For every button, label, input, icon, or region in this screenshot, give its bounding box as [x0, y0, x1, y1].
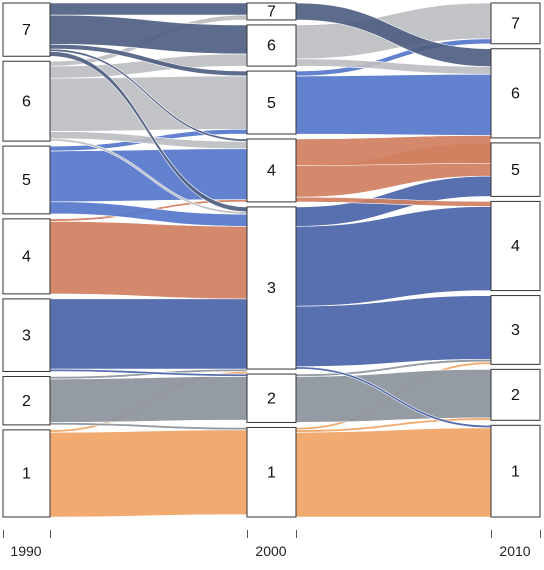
stratum-label-2010-4: 4 — [511, 238, 520, 255]
flow-2000-4-to-2010-6 — [295, 135, 492, 166]
stratum-2000-1: 1 — [246, 426, 297, 518]
stratum-box-2010-1 — [490, 424, 541, 518]
stratum-label-2010-5: 5 — [511, 162, 520, 179]
stratum-box-1990-2 — [2, 375, 51, 426]
stratum-2010-4: 4 — [490, 200, 541, 292]
strata-layer: 7 6 5 4 3 2 1 7 6 5 4 3 2 1 7 6 5 4 3 2 1 — [2, 2, 541, 518]
stratum-label-1990-5: 5 — [22, 172, 31, 189]
stratum-box-2010-3 — [490, 295, 541, 365]
stratum-label-2010-6: 6 — [511, 86, 520, 103]
stratum-box-1990-4 — [2, 218, 51, 295]
flow-1990-2-to-2000-2 — [49, 376, 248, 423]
stratum-2000-2: 2 — [246, 373, 297, 423]
stratum-box-1990-6 — [2, 60, 51, 142]
stratum-label-2000-6: 6 — [267, 38, 276, 55]
stratum-2000-5: 5 — [246, 70, 297, 135]
stratum-2010-3: 3 — [490, 295, 541, 365]
stratum-label-2000-3: 3 — [267, 280, 276, 297]
axis-label-1990: 1990 — [10, 543, 41, 559]
stratum-box-1990-5 — [2, 145, 51, 215]
stratum-1990-3: 3 — [2, 298, 51, 372]
stratum-box-1990-7 — [2, 2, 51, 57]
stratum-label-2000-1: 1 — [267, 464, 276, 481]
stratum-2010-1: 1 — [490, 424, 541, 518]
stratum-label-2000-4: 4 — [267, 163, 276, 180]
flow-2000-5-to-2010-6 — [295, 73, 492, 136]
stratum-box-2010-6 — [490, 48, 541, 139]
stratum-label-1990-7: 7 — [22, 22, 31, 39]
stratum-box-1990-3 — [2, 298, 51, 372]
stratum-label-2010-1: 1 — [511, 463, 520, 480]
stratum-label-1990-1: 1 — [22, 466, 31, 483]
flow-1990-7-to-2000-7 — [49, 2, 248, 16]
stratum-box-1990-1 — [2, 429, 51, 518]
stratum-label-2010-7: 7 — [511, 16, 520, 33]
stratum-box-2010-2 — [490, 368, 541, 421]
stratum-label-2010-3: 3 — [511, 322, 520, 339]
axis-layer: 1990 2000 2010 — [3, 530, 541, 559]
flow-1990-1-to-2000-1 — [49, 429, 248, 518]
stratum-2010-7: 7 — [490, 2, 541, 45]
stratum-1990-2: 2 — [2, 375, 51, 426]
stratum-box-2000-2 — [246, 373, 297, 423]
stratum-label-1990-4: 4 — [22, 249, 31, 266]
axis-label-2010: 2010 — [499, 543, 530, 559]
stratum-box-2000-7 — [246, 2, 297, 21]
stratum-2000-7: 7 — [246, 2, 297, 21]
stratum-label-1990-6: 6 — [22, 93, 31, 110]
stratum-2010-5: 5 — [490, 142, 541, 197]
stratum-box-2010-5 — [490, 142, 541, 197]
stratum-box-2010-7 — [490, 2, 541, 45]
stratum-1990-1: 1 — [2, 429, 51, 518]
stratum-1990-5: 5 — [2, 145, 51, 215]
stratum-box-2000-5 — [246, 70, 297, 135]
stratum-label-1990-2: 2 — [22, 393, 31, 410]
stratum-label-2000-5: 5 — [267, 95, 276, 112]
stratum-2000-3: 3 — [246, 206, 297, 370]
stratum-2010-2: 2 — [490, 368, 541, 421]
flow-1990-6-to-2000-5 — [49, 75, 248, 132]
stratum-2000-6: 6 — [246, 24, 297, 67]
stratum-box-2000-3 — [246, 206, 297, 370]
stratum-box-2000-4 — [246, 138, 297, 203]
stratum-box-2000-6 — [246, 24, 297, 67]
stratum-1990-4: 4 — [2, 218, 51, 295]
axis-label-2000: 2000 — [255, 543, 286, 559]
flows-layer — [49, 2, 492, 518]
stratum-label-2000-2: 2 — [267, 390, 276, 407]
stratum-label-2000-7: 7 — [267, 4, 276, 21]
stratum-2000-4: 4 — [246, 138, 297, 203]
stratum-label-2010-2: 2 — [511, 387, 520, 404]
flow-1990-4-to-2000-3 — [49, 220, 248, 300]
stratum-box-2010-4 — [490, 200, 541, 292]
stratum-label-1990-3: 3 — [22, 327, 31, 344]
stratum-1990-6: 6 — [2, 60, 51, 142]
stratum-1990-7: 7 — [2, 2, 51, 57]
flow-1990-3-to-2000-3 — [49, 298, 248, 370]
stratum-2010-6: 6 — [490, 48, 541, 139]
stratum-box-2000-1 — [246, 426, 297, 518]
flow-2000-3-to-2010-3 — [295, 295, 492, 367]
flow-2000-1-to-2010-1 — [295, 427, 492, 518]
